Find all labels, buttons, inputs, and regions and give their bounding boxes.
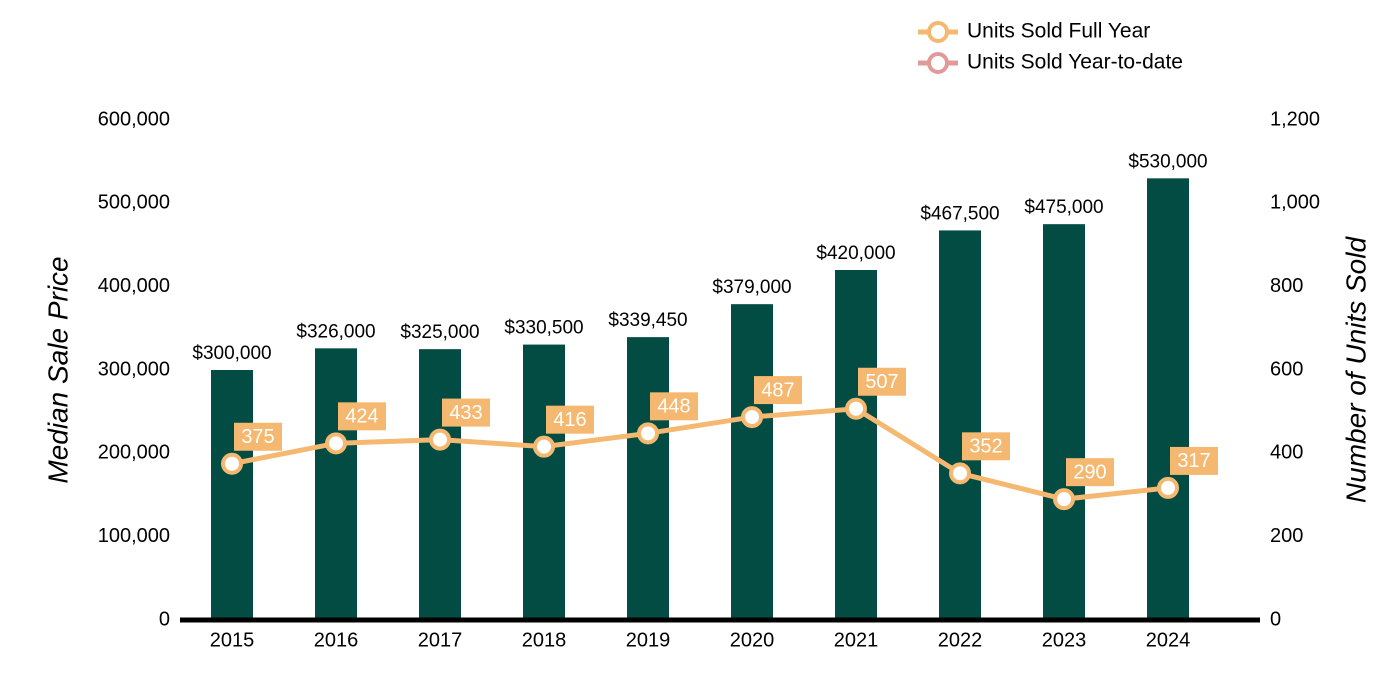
bar-value-label: $325,000 — [400, 322, 479, 343]
bar — [835, 270, 877, 620]
y2-tick-label: 1,000 — [1270, 192, 1320, 214]
bar-value-label: $420,000 — [816, 243, 895, 264]
data-label: 375 — [241, 426, 274, 448]
legend-label: Units Sold Year-to-date — [967, 51, 1183, 74]
x-tick-label: 2023 — [1042, 629, 1087, 651]
line-point — [741, 406, 763, 429]
data-label: 317 — [1177, 450, 1210, 472]
y2-tick-label: 800 — [1270, 275, 1303, 297]
data-label-box — [442, 398, 490, 427]
y2-tick-label: 600 — [1270, 358, 1303, 380]
x-tick-label: 2018 — [522, 629, 567, 651]
bar-value-label: $300,000 — [192, 343, 271, 364]
y-tick-label: 600,000 — [98, 108, 170, 130]
x-tick-label: 2020 — [730, 629, 775, 651]
y-tick-label: 100,000 — [98, 525, 170, 547]
line-point — [1053, 488, 1075, 511]
line — [231, 406, 1169, 502]
y2-tick-label: 400 — [1270, 442, 1303, 464]
line-point — [949, 462, 971, 485]
bar-value-label: $339,450 — [608, 310, 687, 331]
data-label-box — [546, 405, 594, 434]
y-axis-title: Median Sale Price — [42, 256, 73, 483]
data-label: 424 — [345, 406, 378, 428]
bar-value-label: $379,000 — [712, 277, 791, 298]
bar — [731, 304, 773, 620]
bar — [1147, 178, 1189, 621]
data-label: 352 — [969, 436, 1002, 458]
bar-value-label: $330,500 — [504, 318, 583, 339]
y-tick-label: 200,000 — [98, 442, 170, 464]
line-point — [221, 452, 243, 475]
data-label-box — [1066, 458, 1114, 487]
data-label-box — [338, 402, 386, 431]
x-tick-label: 2015 — [210, 629, 255, 651]
y-tick-label: 400,000 — [98, 275, 170, 297]
data-label-box — [962, 432, 1010, 461]
bar — [523, 344, 565, 620]
data-label: 416 — [553, 409, 586, 431]
x-tick-label: 2017 — [418, 629, 463, 651]
line-point — [637, 422, 659, 445]
line-point — [325, 432, 347, 455]
legend-marker — [927, 21, 949, 43]
bar — [419, 349, 461, 620]
y2-tick-label: 1,200 — [1270, 108, 1320, 130]
data-label: 448 — [657, 396, 690, 418]
x-tick-label: 2024 — [1146, 629, 1191, 651]
data-label: 507 — [865, 371, 898, 393]
bar — [211, 370, 253, 620]
line-point — [845, 397, 867, 420]
x-tick-label: 2019 — [626, 629, 671, 651]
data-label-box — [234, 422, 282, 451]
y-tick-label: 0 — [159, 608, 170, 630]
bar — [1043, 224, 1085, 620]
bar — [627, 337, 669, 620]
data-label-box — [1170, 446, 1218, 475]
x-tick-label: 2016 — [314, 629, 359, 651]
line-point — [1157, 476, 1179, 499]
legend-marker — [927, 52, 949, 74]
y2-tick-label: 0 — [1270, 608, 1281, 630]
data-label-box — [754, 376, 802, 405]
bar-value-label: $530,000 — [1128, 151, 1207, 172]
data-label-box — [858, 367, 906, 396]
bar — [939, 230, 981, 620]
data-label: 487 — [761, 379, 794, 401]
bar — [315, 348, 357, 620]
y-tick-label: 300,000 — [98, 358, 170, 380]
x-tick-label: 2022 — [938, 629, 983, 651]
data-label: 290 — [1073, 461, 1106, 483]
y-tick-label: 500,000 — [98, 192, 170, 214]
bar-value-label: $326,000 — [296, 321, 375, 342]
bar-value-label: $467,500 — [920, 203, 999, 224]
data-label-box — [650, 392, 698, 421]
y2-tick-label: 200 — [1270, 525, 1303, 547]
bar-value-label: $475,000 — [1024, 197, 1103, 218]
y2-axis-title: Number of Units Sold — [1340, 236, 1371, 504]
legend-label: Units Sold Full Year — [967, 20, 1150, 43]
line-point — [533, 435, 555, 458]
line-point — [429, 428, 451, 451]
data-label: 433 — [449, 402, 482, 424]
x-tick-label: 2021 — [834, 629, 879, 651]
